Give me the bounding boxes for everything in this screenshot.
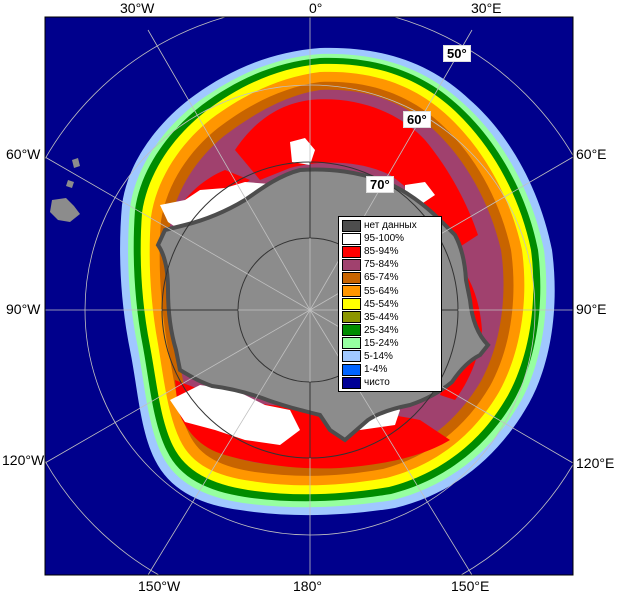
dark-coast-edge [155,167,491,443]
legend-swatch [342,311,361,324]
legend-item: 65-74% [342,271,438,284]
legend-swatch [342,219,361,232]
legend-label: 95-100% [364,233,405,245]
lat-label-60: 60° [403,111,431,128]
lat-label-70: 70° [366,176,394,193]
legend-label: 85-94% [364,246,399,258]
legend-label: 1-4% [364,364,388,376]
legend-label: нет данных [364,220,417,232]
legend-swatch [342,271,361,284]
legend-label: чисто [364,377,390,389]
lon-label-90w: 90°W [6,301,41,317]
islands-south-america [50,158,80,222]
legend-swatch [342,376,361,389]
lon-label-90e: 90°E [576,301,607,317]
lat-label-50: 50° [443,45,471,62]
lon-label-120e: 120°E [576,455,615,471]
map-frame [44,16,574,576]
ice-patch-95-100-4 [170,385,300,445]
legend-item: 75-84% [342,258,438,271]
legend-swatch [342,258,361,271]
legend-label: 25-34% [364,324,399,336]
lon-label-60w: 60°W [6,146,41,162]
ice-patch-95-100-2 [290,138,315,165]
legend-item: чисто [342,376,438,389]
legend-swatch [342,298,361,311]
lon-label-120w: 120°W [2,452,45,468]
lon-label-150e: 150°E [451,578,490,594]
legend-swatch [342,285,361,298]
legend-swatch [342,350,361,363]
legend-item: 5-14% [342,350,438,363]
lon-label-30e: 30°E [471,0,502,16]
lon-label-30w: 30°W [120,0,155,16]
legend-label: 15-24% [364,337,399,349]
legend-label: 35-44% [364,311,399,323]
legend-item: 35-44% [342,311,438,324]
legend-label: 55-64% [364,285,399,297]
legend-item: 95-100% [342,232,438,245]
legend-item: 55-64% [342,284,438,298]
legend-item: 85-94% [342,245,438,258]
legend-item: 1-4% [342,363,438,376]
legend: нет данных 95-100% 85-94% 75-84% 65-74% 55-64… [338,216,442,393]
legend-swatch [342,324,361,337]
legend-item: нет данных [342,219,438,232]
legend-label: 45-54% [364,298,399,310]
legend-swatch [342,363,361,376]
legend-swatch [342,245,361,258]
legend-label: 75-84% [364,259,399,271]
legend-swatch [342,232,361,245]
lon-label-180: 180° [293,578,322,594]
legend-label: 5-14% [364,350,393,362]
legend-item: 25-34% [342,324,438,337]
ice-patch-85-94 [235,99,478,251]
lon-label-60e: 60°E [576,146,607,162]
legend-item: 15-24% [342,337,438,350]
lon-label-0: 0° [309,0,323,16]
legend-label: 65-74% [364,272,399,284]
lon-label-150w: 150°W [138,578,181,594]
legend-item: 45-54% [342,298,438,311]
legend-swatch [342,337,361,350]
